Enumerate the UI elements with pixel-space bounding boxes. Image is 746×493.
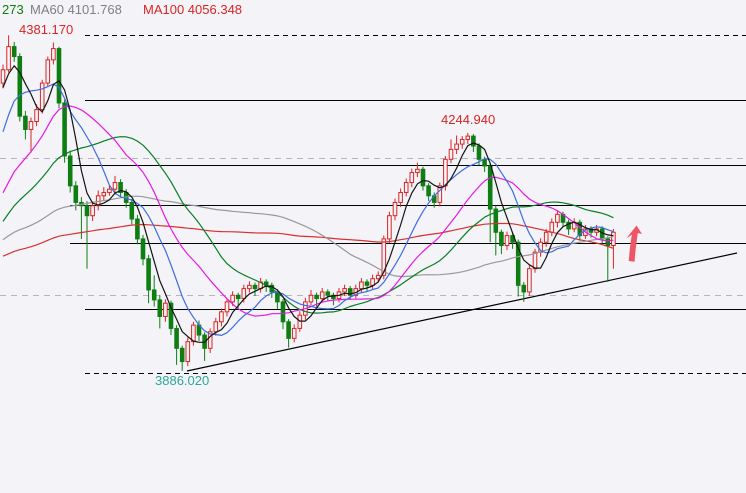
ma-indicator-partial-label: 273	[2, 2, 24, 17]
ma60-indicator-label: MA60 4101.768	[30, 2, 122, 17]
up-arrow-icon	[626, 225, 642, 262]
ma100-indicator-label: MA100 4056.348	[143, 2, 243, 17]
peak-price-label: 4244.940	[441, 112, 496, 127]
swing-low-price-label: 3886.020	[155, 373, 210, 388]
trendline	[186, 252, 738, 372]
swing-high-price-label: 4381.170	[19, 22, 74, 37]
moving-average-lines	[2, 65, 614, 343]
support-resistance-lines	[0, 35, 746, 374]
